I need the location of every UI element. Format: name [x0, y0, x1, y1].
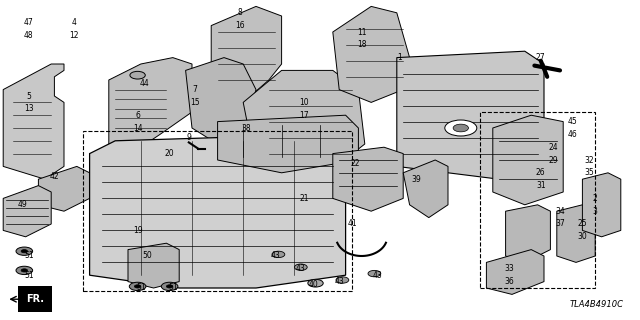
Text: 46: 46	[568, 130, 578, 139]
Text: 32: 32	[584, 156, 594, 164]
Polygon shape	[333, 6, 410, 102]
Text: 12: 12	[69, 31, 78, 40]
Text: 43: 43	[296, 264, 306, 273]
Text: 22: 22	[351, 159, 360, 168]
Text: 13: 13	[24, 104, 34, 113]
Circle shape	[368, 270, 381, 277]
Polygon shape	[3, 64, 64, 179]
Text: 48: 48	[24, 31, 34, 40]
Text: 42: 42	[49, 172, 60, 180]
Circle shape	[272, 251, 285, 258]
Text: 2: 2	[593, 194, 598, 203]
Polygon shape	[506, 205, 550, 262]
Text: 4: 4	[71, 18, 76, 27]
Circle shape	[21, 269, 28, 272]
Text: 24: 24	[548, 143, 559, 152]
Text: 15: 15	[190, 98, 200, 107]
Text: 40: 40	[308, 280, 319, 289]
Polygon shape	[493, 115, 563, 205]
Polygon shape	[211, 6, 282, 102]
Polygon shape	[3, 186, 51, 237]
Text: 36: 36	[504, 277, 514, 286]
Text: 29: 29	[548, 156, 559, 164]
Text: 14: 14	[132, 124, 143, 132]
Text: 43: 43	[372, 271, 383, 280]
Text: 34: 34	[555, 207, 565, 216]
Text: 20: 20	[164, 149, 175, 158]
Text: 10: 10	[299, 98, 309, 107]
Text: 11: 11	[357, 28, 366, 36]
Text: 7: 7	[193, 85, 198, 94]
Text: 19: 19	[132, 226, 143, 235]
Text: 8: 8	[237, 8, 243, 17]
Polygon shape	[109, 58, 192, 147]
Text: 21: 21	[300, 194, 308, 203]
Text: 37: 37	[555, 220, 565, 228]
Polygon shape	[186, 58, 256, 144]
Text: 5: 5	[26, 92, 31, 100]
Circle shape	[336, 277, 349, 283]
Text: 49: 49	[17, 200, 28, 209]
Circle shape	[161, 282, 178, 291]
Text: 47: 47	[24, 18, 34, 27]
Text: 25: 25	[577, 220, 588, 228]
Text: 44: 44	[139, 79, 149, 88]
Circle shape	[453, 124, 468, 132]
Text: 38: 38	[241, 124, 252, 132]
Polygon shape	[486, 250, 544, 294]
Circle shape	[445, 120, 477, 136]
Text: 33: 33	[504, 264, 514, 273]
Text: TLA4B4910C: TLA4B4910C	[570, 300, 624, 309]
Text: 30: 30	[577, 232, 588, 241]
Text: 26: 26	[536, 168, 546, 177]
Text: 51: 51	[136, 284, 146, 292]
Text: 35: 35	[584, 168, 594, 177]
Polygon shape	[243, 70, 365, 179]
Text: 45: 45	[568, 117, 578, 126]
Circle shape	[294, 264, 307, 270]
Text: 3: 3	[593, 207, 598, 216]
Circle shape	[130, 71, 145, 79]
Text: 41: 41	[347, 220, 357, 228]
Text: 39: 39	[411, 175, 421, 184]
Polygon shape	[557, 205, 595, 262]
Circle shape	[134, 285, 141, 288]
Text: 43: 43	[334, 277, 344, 286]
Polygon shape	[218, 115, 358, 173]
Text: 6: 6	[135, 111, 140, 120]
Polygon shape	[38, 166, 90, 211]
Text: 16: 16	[235, 21, 245, 30]
Circle shape	[308, 279, 323, 287]
Polygon shape	[128, 243, 179, 288]
Text: 27: 27	[536, 53, 546, 62]
Circle shape	[16, 247, 33, 255]
Text: 50: 50	[142, 252, 152, 260]
Circle shape	[21, 250, 28, 253]
Text: 31: 31	[536, 181, 546, 190]
Text: 9: 9	[186, 133, 191, 142]
Text: 18: 18	[357, 40, 366, 49]
Text: 43: 43	[270, 252, 280, 260]
Text: FR.: FR.	[26, 294, 44, 304]
Text: 51: 51	[24, 271, 34, 280]
Polygon shape	[582, 173, 621, 237]
Text: 1: 1	[397, 53, 403, 62]
Circle shape	[16, 266, 33, 275]
Polygon shape	[90, 134, 346, 288]
Text: 51: 51	[24, 252, 34, 260]
Polygon shape	[403, 160, 448, 218]
Text: 51: 51	[168, 284, 178, 292]
Polygon shape	[397, 51, 544, 179]
Circle shape	[129, 282, 146, 291]
Polygon shape	[333, 147, 403, 211]
Circle shape	[166, 285, 173, 288]
Text: 17: 17	[299, 111, 309, 120]
